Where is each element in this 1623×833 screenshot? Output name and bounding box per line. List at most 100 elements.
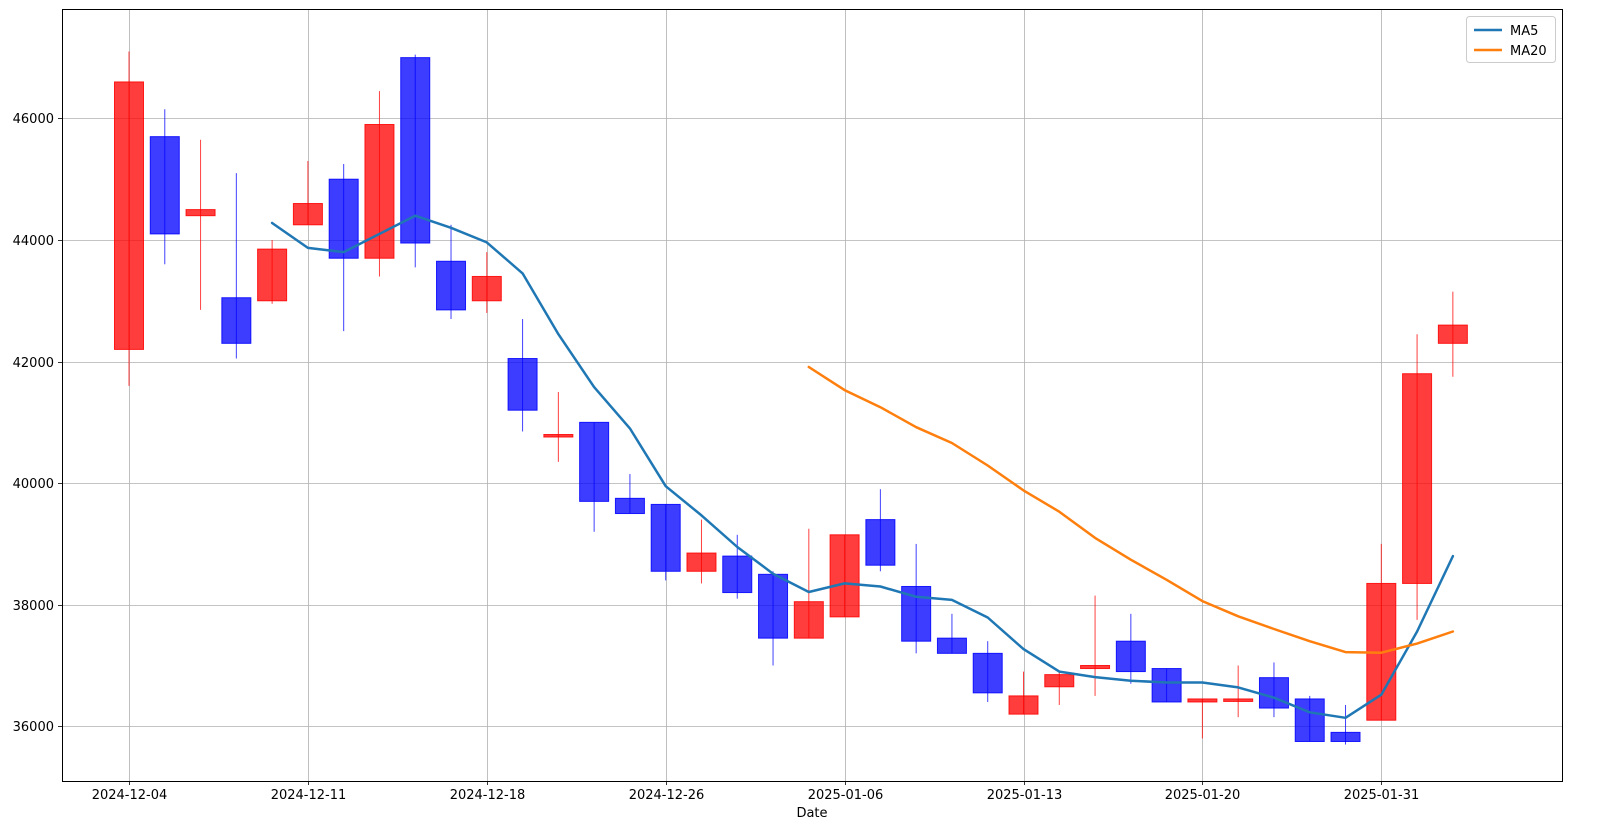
candle-body bbox=[1187, 698, 1218, 703]
candle bbox=[1330, 705, 1361, 745]
candle bbox=[901, 543, 932, 654]
candle bbox=[1008, 671, 1039, 715]
x-axis-ticks: 2024-12-04 2024-12-11 2024-12-18 2024-12-26… bbox=[92, 781, 1420, 803]
candle-body bbox=[1294, 698, 1325, 742]
candle bbox=[829, 534, 860, 618]
candle-body bbox=[1258, 677, 1289, 709]
candle-body bbox=[936, 637, 967, 654]
candle-body bbox=[972, 652, 1003, 694]
candle-body bbox=[579, 421, 610, 502]
legend: MA5 MA20 bbox=[1466, 16, 1556, 63]
candle-body bbox=[1402, 373, 1433, 584]
candle-body bbox=[221, 297, 252, 344]
candle bbox=[543, 391, 574, 462]
y-tick-label: 36000 bbox=[13, 720, 54, 735]
candle-body bbox=[364, 123, 395, 259]
candle bbox=[221, 173, 252, 359]
candles bbox=[114, 51, 1468, 745]
candle bbox=[650, 503, 681, 581]
line-ma20 bbox=[807, 365, 1455, 654]
candle-body bbox=[793, 601, 824, 639]
x-tick-label: 2024-12-11 bbox=[271, 788, 347, 803]
y-tick-label: 46000 bbox=[13, 112, 54, 127]
candle-body bbox=[257, 248, 288, 302]
x-tick-label: 2024-12-04 bbox=[92, 788, 168, 803]
candle bbox=[185, 139, 216, 310]
x-tick-label: 2024-12-26 bbox=[629, 788, 705, 803]
candle-body bbox=[1151, 668, 1182, 703]
candle bbox=[1187, 698, 1218, 739]
candle bbox=[471, 252, 502, 313]
y-tick-label: 44000 bbox=[13, 234, 54, 249]
candle bbox=[1294, 695, 1325, 742]
candle bbox=[328, 164, 359, 332]
candle-body bbox=[1044, 674, 1075, 688]
candle-body bbox=[1330, 731, 1361, 742]
candle bbox=[507, 319, 538, 432]
candle-body bbox=[1080, 665, 1111, 670]
plot-frame bbox=[62, 9, 1563, 782]
y-tick-label: 40000 bbox=[13, 477, 54, 492]
candle bbox=[1151, 668, 1182, 703]
candle-body bbox=[758, 573, 789, 639]
candle-body bbox=[865, 519, 896, 566]
candle-body bbox=[614, 497, 645, 515]
candle-body bbox=[686, 552, 717, 572]
candle-body bbox=[650, 503, 681, 572]
legend-label-ma5: MA5 bbox=[1510, 24, 1538, 39]
candle bbox=[257, 239, 288, 304]
line-ma5 bbox=[270, 214, 1455, 720]
candle bbox=[972, 641, 1003, 702]
candle-body bbox=[400, 57, 431, 244]
candle-body bbox=[722, 555, 753, 594]
x-tick-label: 2025-01-13 bbox=[987, 788, 1063, 803]
candle bbox=[722, 534, 753, 599]
candle-body bbox=[1223, 698, 1254, 702]
candle bbox=[1080, 595, 1111, 696]
moving-average-lines bbox=[270, 214, 1455, 720]
candle bbox=[149, 109, 180, 265]
candle-body bbox=[829, 534, 860, 618]
x-tick-label: 2024-12-18 bbox=[450, 788, 526, 803]
candle-body bbox=[328, 178, 359, 259]
x-tick-label: 2025-01-20 bbox=[1165, 788, 1241, 803]
x-tick-label: 2025-01-06 bbox=[808, 788, 884, 803]
candle bbox=[1115, 613, 1146, 684]
candle bbox=[400, 54, 431, 268]
candle bbox=[436, 224, 467, 320]
candle bbox=[1258, 662, 1289, 718]
candle bbox=[1223, 665, 1254, 718]
candle bbox=[793, 528, 824, 639]
candle-body bbox=[185, 209, 216, 217]
candle-body bbox=[507, 358, 538, 411]
candle bbox=[292, 160, 323, 226]
x-tick-label: 2025-01-31 bbox=[1344, 788, 1420, 803]
y-axis-ticks: 36000 38000 40000 42000 44000 46000 bbox=[13, 112, 62, 735]
candle-body bbox=[543, 434, 574, 438]
candle bbox=[865, 489, 896, 572]
candle bbox=[936, 613, 967, 654]
candle-body bbox=[471, 275, 502, 302]
candle-body bbox=[1008, 695, 1039, 715]
y-tick-label: 42000 bbox=[13, 356, 54, 371]
candle bbox=[614, 474, 645, 515]
candle-body bbox=[114, 81, 144, 350]
candle bbox=[758, 571, 789, 666]
candle-body bbox=[1115, 640, 1146, 673]
candle-body bbox=[292, 203, 323, 226]
x-axis-title: Date bbox=[796, 806, 827, 821]
y-tick-label: 38000 bbox=[13, 599, 54, 614]
candle bbox=[364, 91, 395, 277]
candle-body bbox=[149, 136, 180, 235]
candle-body bbox=[1437, 324, 1468, 344]
candle bbox=[579, 421, 610, 532]
candle-body bbox=[436, 260, 467, 311]
legend-label-ma20: MA20 bbox=[1510, 44, 1547, 59]
candle bbox=[686, 519, 717, 584]
candle bbox=[1402, 334, 1433, 620]
candle bbox=[1044, 671, 1075, 706]
candle bbox=[1437, 291, 1468, 377]
candle bbox=[114, 51, 144, 386]
